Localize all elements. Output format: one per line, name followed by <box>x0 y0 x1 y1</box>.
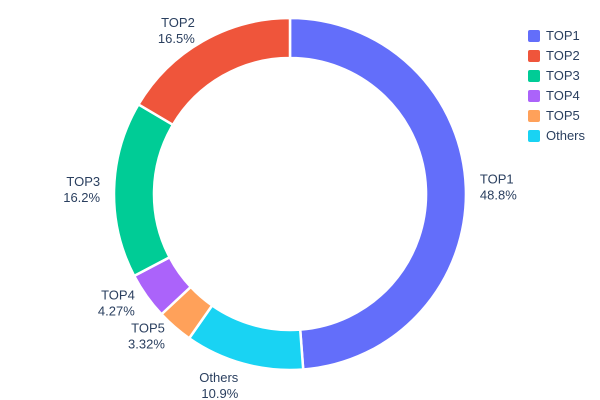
legend-label-top5: TOP5 <box>546 108 580 123</box>
legend-item-top5[interactable]: TOP5 <box>528 106 585 126</box>
legend-swatch-top4 <box>528 90 540 102</box>
slice-label-top2: TOP2 <box>161 15 195 30</box>
slice-top2[interactable] <box>136 16 292 127</box>
legend-label-top4: TOP4 <box>546 88 580 103</box>
legend-swatch-top5 <box>528 110 540 122</box>
legend-item-others[interactable]: Others <box>528 126 585 146</box>
legend-item-top1[interactable]: TOP1 <box>528 26 585 46</box>
pie-slices <box>112 16 468 372</box>
legend-item-top3[interactable]: TOP3 <box>528 66 585 86</box>
legend-label-others: Others <box>546 128 586 143</box>
slice-percent-top1: 48.8% <box>480 187 517 202</box>
slice-percent-top3: 16.2% <box>63 190 100 205</box>
slice-label-top1: TOP1 <box>480 171 514 186</box>
slice-label-top5: TOP5 <box>131 321 165 336</box>
legend-label-top1: TOP1 <box>546 28 580 43</box>
slice-top3[interactable] <box>112 102 175 278</box>
legend-label-top3: TOP3 <box>546 68 580 83</box>
legend-swatch-top3 <box>528 70 540 82</box>
slice-percent-top5: 3.32% <box>128 337 165 352</box>
legend-item-top4[interactable]: TOP4 <box>528 86 585 106</box>
slice-percent-others: 10.9% <box>201 386 238 400</box>
slice-label-top4: TOP4 <box>101 288 135 303</box>
slice-percent-top4: 4.27% <box>98 304 135 319</box>
legend-label-top2: TOP2 <box>546 48 580 63</box>
slice-percent-top2: 16.5% <box>158 31 195 46</box>
legend-item-top2[interactable]: TOP2 <box>528 46 585 66</box>
legend-swatch-top2 <box>528 50 540 62</box>
legend: TOP1 TOP2 TOP3 TOP4 TOP5 Others <box>528 26 585 146</box>
slice-label-top3: TOP3 <box>66 174 100 189</box>
legend-swatch-top1 <box>528 30 540 42</box>
slice-top1[interactable] <box>288 16 468 371</box>
legend-swatch-others <box>528 130 540 142</box>
slice-label-others: Others <box>199 370 239 385</box>
